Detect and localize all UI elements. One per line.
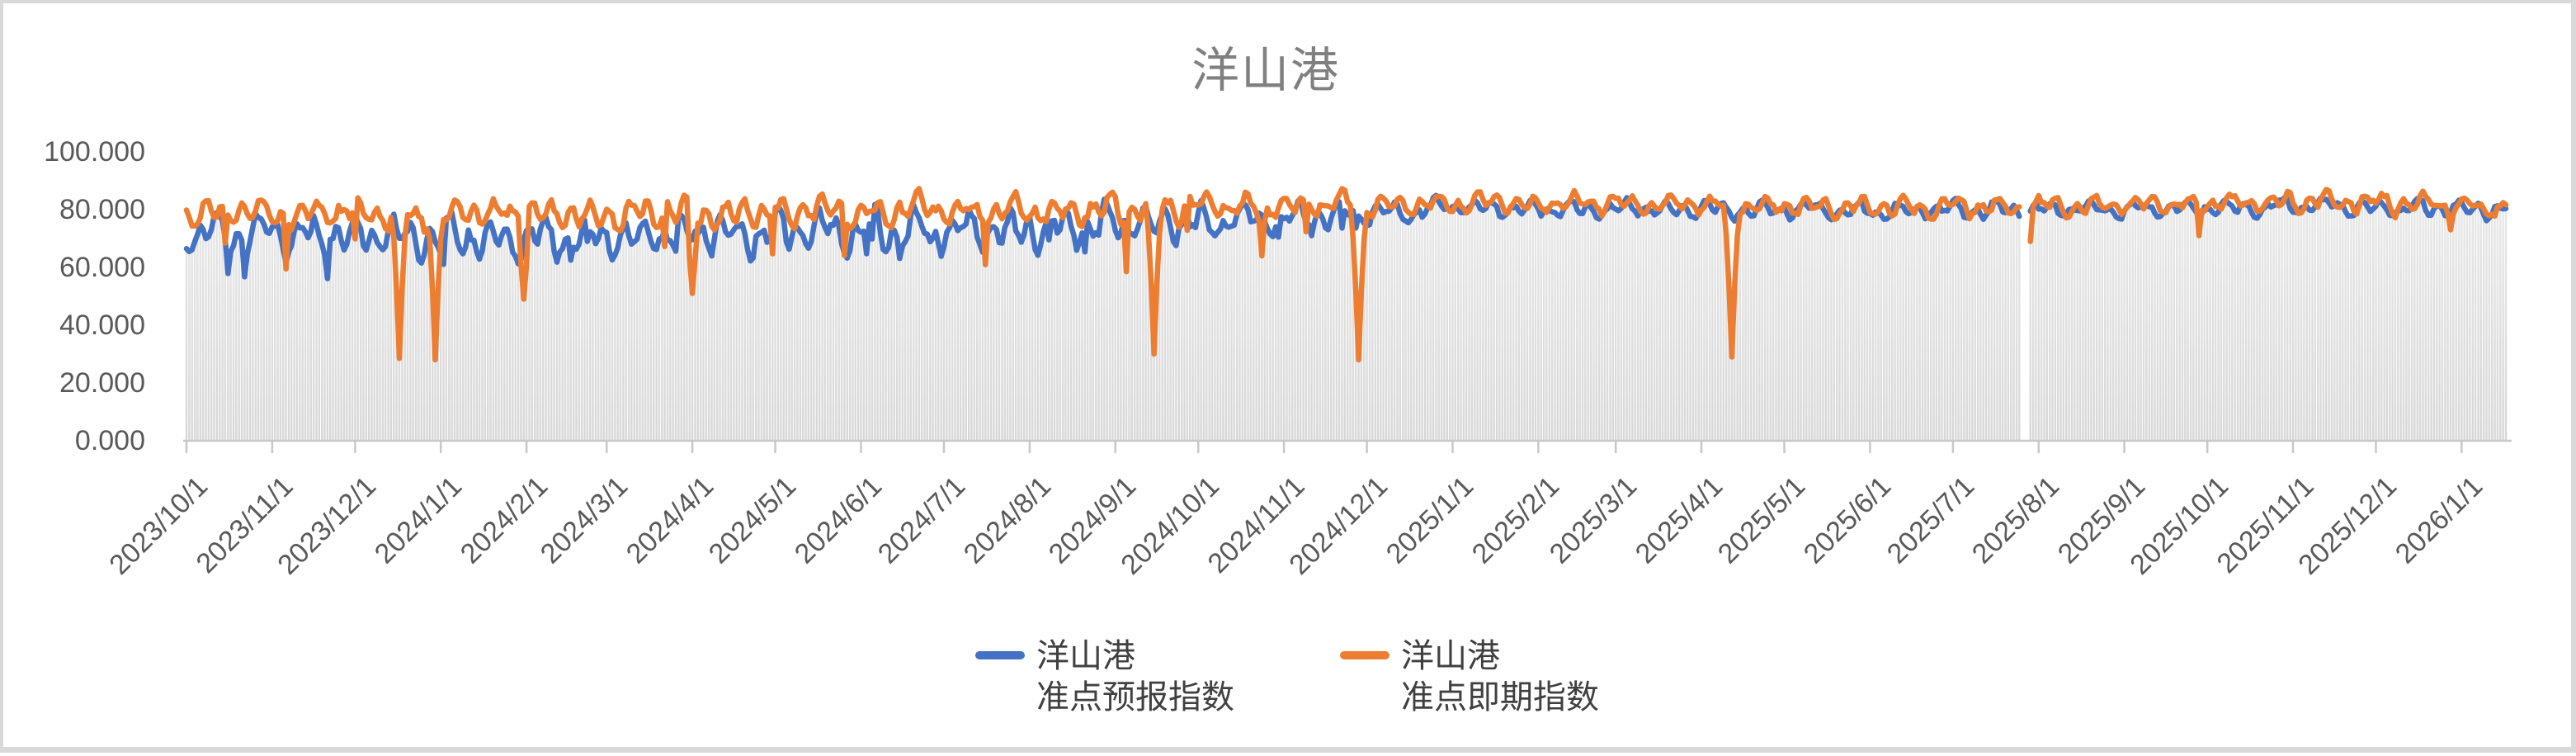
y-axis-label: 80.000 [59, 194, 145, 225]
legend-label-forecast: 洋山港 准点预报指数 [1036, 636, 1234, 718]
y-axis-label: 0.000 [74, 425, 145, 456]
chart-title: 洋山港 [1191, 44, 1340, 97]
legend-label-forecast-line2: 准点预报指数 [1036, 679, 1234, 716]
legend-label-spot-line1: 洋山港 [1401, 638, 1500, 674]
x-axis-tick-marks [185, 441, 2463, 453]
legend-label-spot-line2: 准点即期指数 [1401, 679, 1599, 716]
y-axis-label: 100.000 [44, 136, 145, 168]
legend: 洋山港 准点预报指数 洋山港 准点即期指数 [3, 636, 2571, 718]
spot-index-line[interactable] [183, 186, 2509, 363]
legend-item-forecast[interactable]: 洋山港 准点预报指数 [975, 636, 1234, 718]
legend-label-spot: 洋山港 准点即期指数 [1401, 636, 1599, 718]
legend-item-spot[interactable]: 洋山港 准点即期指数 [1340, 636, 1599, 718]
y-axis-label: 20.000 [59, 367, 145, 399]
y-axis-label: 40.000 [59, 309, 145, 341]
forecast-line-swatch [975, 651, 1025, 659]
y-axis-label: 60.000 [59, 252, 145, 283]
chart-canvas [183, 186, 2512, 453]
legend-label-forecast-line1: 洋山港 [1036, 638, 1135, 674]
spot-line-swatch [1340, 651, 1389, 659]
